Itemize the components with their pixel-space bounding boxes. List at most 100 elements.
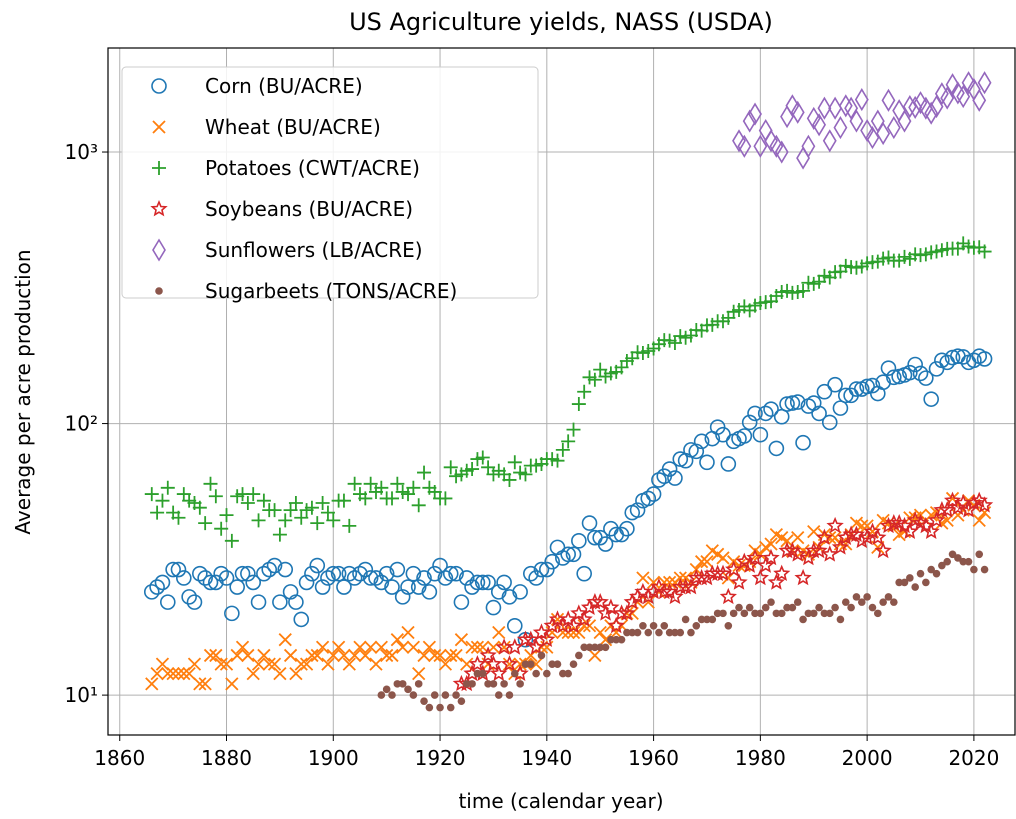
marker [970,565,978,574]
marker [154,574,171,591]
marker [767,598,775,606]
marker [613,526,630,543]
marker [645,486,662,502]
marker [441,691,450,699]
marker [972,513,986,528]
marker [641,595,655,609]
marker [784,395,801,411]
marker [698,568,716,586]
marker [586,592,604,610]
marker [368,570,384,586]
marker [304,565,320,582]
y-tick-label: 10² [65,412,98,436]
marker [780,534,794,548]
marker [779,396,795,412]
marker [977,71,992,95]
marker [598,633,613,647]
marker [938,500,956,518]
marker [384,579,400,595]
marker [382,685,391,694]
marker [591,643,599,652]
marker [649,621,658,630]
legend-label: Soybeans (BU/ACRE) [205,197,413,221]
marker [198,677,212,691]
marker [527,638,545,655]
marker [320,570,336,586]
marker [833,116,848,140]
legend-label: Potatoes (CWT/ACRE) [205,156,420,180]
marker [853,531,871,549]
marker [289,666,303,681]
marker [890,598,898,606]
marker [321,657,335,671]
marker [278,513,293,528]
marker [687,628,695,637]
marker [875,374,891,391]
marker [240,565,256,582]
marker [821,414,838,431]
marker [581,515,598,531]
marker [655,628,663,637]
marker [346,570,363,586]
marker [414,680,423,688]
marker [572,625,586,640]
marker [933,500,951,518]
marker [825,609,834,618]
marker [293,611,310,628]
marker [186,594,203,610]
marker [315,495,330,510]
marker [964,557,973,566]
marker [886,369,902,386]
marker [751,609,759,618]
marker [489,680,498,688]
marker [716,551,730,565]
marker [736,428,753,444]
marker [176,570,192,586]
marker [790,100,805,124]
marker [809,609,818,618]
marker [404,685,412,694]
marker [897,109,912,133]
marker [693,568,711,586]
marker [241,648,255,663]
marker [331,640,346,654]
legend-label: Wheat (BU/ACRE) [205,115,381,139]
marker [959,557,968,566]
marker [569,660,578,668]
marker [390,476,405,491]
marker [304,500,319,515]
marker [465,462,480,477]
marker [426,565,443,582]
marker [250,594,267,610]
marker [506,638,524,655]
marker [566,422,581,437]
marker [502,472,517,487]
marker [593,625,607,640]
marker [458,570,475,586]
marker [665,628,674,637]
marker [401,625,415,640]
marker [294,657,308,671]
marker [336,493,351,508]
marker [358,648,372,663]
marker [591,592,609,610]
marker [804,609,813,618]
marker [484,655,503,672]
marker [406,480,421,495]
marker [955,349,972,365]
marker [532,669,540,678]
marker [805,541,823,559]
marker [793,598,802,606]
marker [764,537,778,551]
marker [272,527,287,542]
marker [932,569,941,578]
marker [724,621,733,630]
marker [965,493,983,511]
marker [849,109,864,133]
marker [421,584,438,600]
marker [353,640,367,654]
marker [561,625,575,640]
marker [507,455,522,470]
